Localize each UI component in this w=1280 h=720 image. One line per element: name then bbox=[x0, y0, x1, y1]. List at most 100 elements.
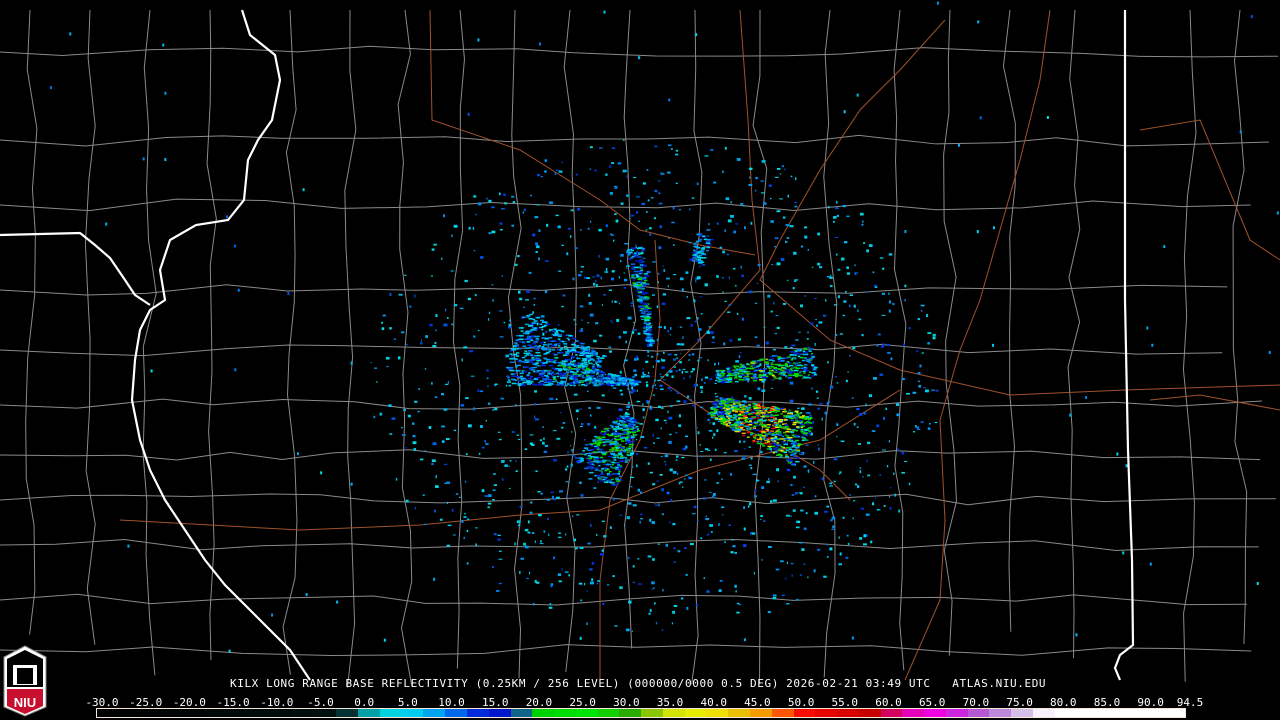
echo-pixel bbox=[590, 469, 593, 471]
echo-pixel bbox=[775, 414, 779, 416]
echo-pixel bbox=[536, 364, 539, 367]
echo-pixel bbox=[638, 272, 643, 275]
echo-pixel bbox=[405, 343, 408, 346]
echo-pixel bbox=[586, 622, 588, 625]
echo-pixel bbox=[607, 384, 612, 386]
echo-pixel bbox=[774, 436, 778, 438]
echo-pixel bbox=[754, 407, 758, 409]
echo-pixel bbox=[564, 365, 568, 368]
echo-pixel bbox=[506, 381, 511, 383]
echo-pixel bbox=[606, 584, 610, 586]
echo-pixel bbox=[800, 509, 804, 512]
echo-pixel bbox=[596, 475, 601, 477]
echo-pixel bbox=[566, 465, 569, 468]
echo-pixel bbox=[594, 169, 597, 172]
echo-pixel bbox=[1250, 15, 1253, 19]
echo-pixel bbox=[752, 428, 755, 430]
echo-pixel bbox=[617, 377, 620, 379]
echo-pixel bbox=[639, 491, 643, 494]
echo-pixel bbox=[619, 457, 624, 459]
site-url[interactable]: ATLAS.NIU.EDU bbox=[952, 677, 1047, 690]
colorbar-swatch bbox=[249, 709, 272, 717]
echo-pixel bbox=[589, 467, 595, 469]
colorbar-swatch bbox=[945, 709, 968, 717]
echo-pixel bbox=[791, 371, 795, 373]
echo-pixel bbox=[646, 374, 650, 378]
echo-pixel bbox=[807, 346, 811, 349]
echo-pixel bbox=[662, 588, 664, 592]
echo-pixel bbox=[671, 375, 674, 378]
product-description: KILX LONG RANGE BASE REFLECTIVITY (0.25K… bbox=[230, 677, 931, 690]
echo-pixel bbox=[573, 455, 576, 458]
echo-pixel bbox=[487, 402, 491, 405]
echo-pixel bbox=[699, 296, 702, 298]
echo-pixel bbox=[443, 323, 448, 327]
echo-pixel bbox=[566, 383, 570, 385]
echo-pixel bbox=[783, 443, 789, 446]
echo-pixel bbox=[631, 630, 633, 632]
echo-pixel bbox=[595, 461, 600, 464]
echo-pixel bbox=[847, 542, 850, 546]
echo-pixel bbox=[538, 323, 541, 325]
echo-pixel bbox=[800, 412, 803, 414]
echo-pixel bbox=[453, 303, 458, 307]
echo-pixel bbox=[754, 189, 757, 192]
echo-pixel bbox=[805, 369, 810, 372]
echo-pixel bbox=[544, 331, 548, 333]
echo-pixel bbox=[714, 382, 717, 384]
echo-pixel bbox=[794, 434, 800, 437]
echo-pixel bbox=[517, 383, 522, 385]
echo-pixel bbox=[784, 357, 789, 359]
echo-pixel bbox=[712, 422, 716, 425]
echo-pixel bbox=[572, 342, 575, 344]
echo-pixel bbox=[594, 435, 598, 438]
echo-pixel bbox=[697, 258, 701, 261]
echo-pixel bbox=[621, 447, 624, 449]
echo-pixel bbox=[596, 355, 600, 358]
echo-pixel bbox=[771, 358, 775, 360]
echo-pixel bbox=[580, 599, 583, 602]
echo-pixel bbox=[717, 369, 720, 371]
echo-pixel bbox=[803, 370, 806, 373]
county-border bbox=[0, 284, 1228, 296]
echo-pixel bbox=[725, 413, 729, 415]
echo-pixel bbox=[549, 346, 552, 349]
echo-pixel bbox=[720, 404, 725, 407]
echo-pixel bbox=[689, 543, 694, 546]
echo-pixel bbox=[773, 414, 777, 417]
echo-pixel bbox=[686, 296, 688, 298]
echo-pixel bbox=[811, 375, 815, 377]
echo-pixel bbox=[713, 492, 716, 496]
echo-pixel bbox=[780, 257, 785, 261]
echo-pixel bbox=[675, 153, 679, 156]
echo-pixel bbox=[676, 357, 679, 359]
echo-pixel bbox=[927, 427, 931, 430]
echo-pixel bbox=[632, 429, 637, 432]
echo-pixel bbox=[536, 581, 540, 584]
echo-pixel bbox=[716, 222, 719, 225]
echo-pixel bbox=[803, 375, 806, 379]
echo-pixel bbox=[524, 448, 528, 451]
echo-pixel bbox=[866, 459, 868, 463]
echo-pixel bbox=[746, 367, 751, 370]
echo-pixel bbox=[767, 437, 771, 440]
echo-pixel bbox=[796, 416, 799, 418]
echo-pixel bbox=[882, 416, 885, 420]
echo-pixel bbox=[615, 375, 619, 377]
echo-pixel bbox=[840, 440, 845, 442]
echo-pixel bbox=[584, 363, 589, 366]
echo-pixel bbox=[692, 256, 698, 258]
echo-pixel bbox=[574, 368, 578, 370]
colorbar-swatch bbox=[793, 709, 816, 717]
echo-pixel bbox=[817, 232, 821, 236]
echo-pixel bbox=[385, 356, 390, 360]
echo-pixel bbox=[633, 329, 637, 331]
echo-pixel bbox=[631, 465, 634, 468]
echo-pixel bbox=[642, 282, 646, 284]
echo-pixel bbox=[619, 370, 622, 374]
echo-pixel bbox=[763, 432, 767, 434]
echo-pixel bbox=[622, 377, 627, 379]
echo-pixel bbox=[643, 446, 648, 449]
echo-pixel bbox=[554, 334, 558, 336]
